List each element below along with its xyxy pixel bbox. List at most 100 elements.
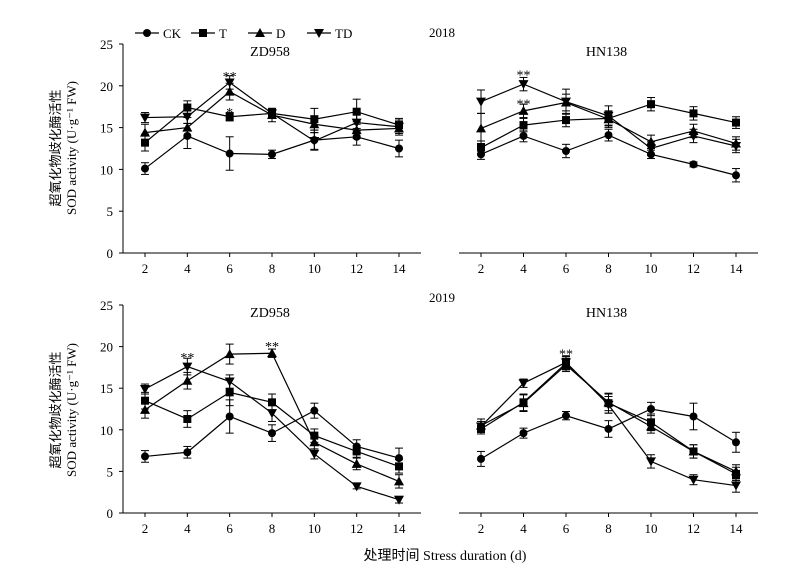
data-point xyxy=(562,147,570,156)
data-point xyxy=(140,113,150,123)
y-tick-label: 20 xyxy=(100,79,113,94)
data-point xyxy=(351,458,362,468)
data-point xyxy=(268,398,276,407)
data-point xyxy=(351,482,362,492)
data-point xyxy=(688,131,699,141)
data-point xyxy=(182,112,193,122)
y-tick-label: 25 xyxy=(100,37,113,52)
significance-label: ** xyxy=(559,347,573,362)
data-point xyxy=(476,422,486,432)
y-tick-label: 15 xyxy=(100,121,113,136)
x-tick-label: 4 xyxy=(184,521,191,536)
data-point xyxy=(310,406,319,415)
x-tick-label: 12 xyxy=(687,261,700,276)
data-point xyxy=(519,429,528,438)
data-point xyxy=(352,107,361,116)
series-d xyxy=(140,343,404,489)
y-tick-label: 0 xyxy=(107,506,114,521)
data-point xyxy=(518,80,529,90)
data-point xyxy=(352,447,361,456)
x-tick-label: 12 xyxy=(687,521,700,536)
data-point xyxy=(183,448,192,457)
data-point xyxy=(309,119,320,129)
y-axis-label-cn: 超氧化物歧化酶活性 xyxy=(48,351,63,468)
data-point xyxy=(268,429,276,438)
data-point xyxy=(603,400,614,410)
legend: CK T D TD xyxy=(135,26,352,41)
data-point xyxy=(603,111,614,121)
data-point xyxy=(689,109,698,118)
panel-title: HN138 xyxy=(586,45,627,60)
data-point xyxy=(183,103,192,112)
x-tick-label: 4 xyxy=(520,261,527,276)
significance-label: ** xyxy=(517,98,531,113)
series-d xyxy=(476,357,741,479)
series-t xyxy=(477,356,740,482)
legend-marker xyxy=(199,29,207,37)
x-tick-label: 2 xyxy=(142,521,149,536)
data-point xyxy=(395,144,403,153)
data-point xyxy=(476,97,486,107)
data-point xyxy=(140,127,150,137)
data-point xyxy=(688,446,699,456)
data-point xyxy=(732,438,740,447)
chart-panel: 0 5 10 15 20 25 2 4 6 8 10 12 14 ZD958 ** ** xyxy=(100,298,421,536)
data-point xyxy=(225,412,234,421)
panel-title: HN138 xyxy=(586,306,627,321)
y-axis-label-en: SOD activity (U·g⁻¹ FW) xyxy=(64,343,79,477)
data-point xyxy=(518,105,529,115)
data-point xyxy=(140,404,150,414)
data-point xyxy=(561,97,571,107)
data-point xyxy=(224,349,235,359)
significance-label: ** xyxy=(517,68,531,83)
series-td xyxy=(476,355,741,493)
x-tick-label: 12 xyxy=(350,521,363,536)
x-tick-label: 10 xyxy=(308,261,321,276)
data-point xyxy=(267,348,277,358)
x-tick-label: 10 xyxy=(308,521,321,536)
y-axis-label-top: 超氧化物歧化酶活性 SOD activity (U·g⁻¹ FW) xyxy=(48,81,79,215)
data-point xyxy=(309,449,320,459)
x-tick-label: 2 xyxy=(478,521,485,536)
data-point xyxy=(604,424,613,433)
data-point xyxy=(141,164,149,173)
x-tick-label: 8 xyxy=(269,261,276,276)
data-point xyxy=(395,462,403,471)
data-point xyxy=(561,358,571,368)
series-td xyxy=(140,75,404,150)
data-point xyxy=(562,411,570,420)
series-ck xyxy=(141,122,403,175)
year-label-2018: 2018 xyxy=(429,25,455,40)
data-point xyxy=(731,481,741,491)
data-point xyxy=(394,122,404,132)
data-point xyxy=(141,396,149,405)
data-point xyxy=(604,131,613,140)
data-point xyxy=(309,136,320,146)
y-axis-label-cn: 超氧化物歧化酶活性 xyxy=(48,89,63,206)
y-tick-label: 15 xyxy=(100,381,113,396)
data-point xyxy=(731,466,741,476)
y-tick-label: 10 xyxy=(100,423,113,438)
data-point xyxy=(646,421,656,431)
chart-panel: 2 4 6 8 10 12 14 HN138 ** xyxy=(459,306,758,536)
data-point xyxy=(224,78,235,88)
series-td xyxy=(476,76,741,156)
series-td xyxy=(140,357,404,505)
legend-marker xyxy=(143,29,151,37)
data-point xyxy=(732,118,740,127)
data-point xyxy=(476,123,486,133)
chart-panel: 2 4 6 8 10 12 14 HN138 ** ** xyxy=(459,45,758,276)
data-point xyxy=(225,149,234,158)
data-point xyxy=(267,109,277,119)
y-tick-label: 0 xyxy=(107,246,114,261)
x-tick-label: 2 xyxy=(478,261,485,276)
x-tick-label: 6 xyxy=(563,261,570,276)
x-tick-label: 10 xyxy=(645,261,658,276)
data-point xyxy=(732,171,740,180)
data-point xyxy=(394,476,404,486)
legend-label: TD xyxy=(335,26,352,41)
data-point xyxy=(141,138,149,147)
